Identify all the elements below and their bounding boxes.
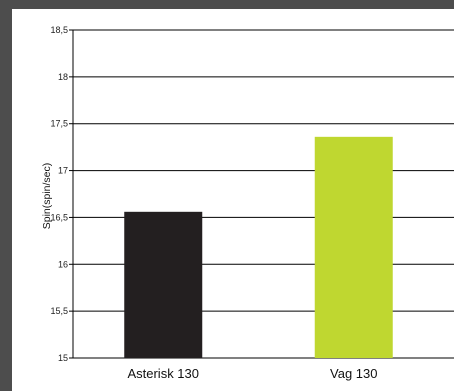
bars	[124, 136, 393, 358]
y-axis-label: Spin(spin/sec)	[41, 163, 53, 230]
y-tick-label: 16,5	[50, 212, 68, 222]
x-category-label: Vag 130	[330, 366, 377, 381]
axes	[69, 29, 74, 359]
y-tick-label: 17	[58, 166, 68, 176]
y-tick-label: 16	[58, 259, 68, 269]
labels: 15 15,5 16 16,5 17 17,5 18 18,5 Asterisk 130 Vag …	[50, 25, 377, 381]
y-tick-label: 17,5	[50, 119, 68, 129]
y-tick-label: 18,5	[50, 25, 68, 35]
y-tick-label: 15,5	[50, 306, 68, 316]
bar-1	[124, 211, 203, 358]
bar-2	[314, 136, 393, 358]
y-tick-label: 15	[58, 353, 68, 363]
x-category-label: Asterisk 130	[127, 366, 199, 381]
y-tick-label: 18	[58, 72, 68, 82]
